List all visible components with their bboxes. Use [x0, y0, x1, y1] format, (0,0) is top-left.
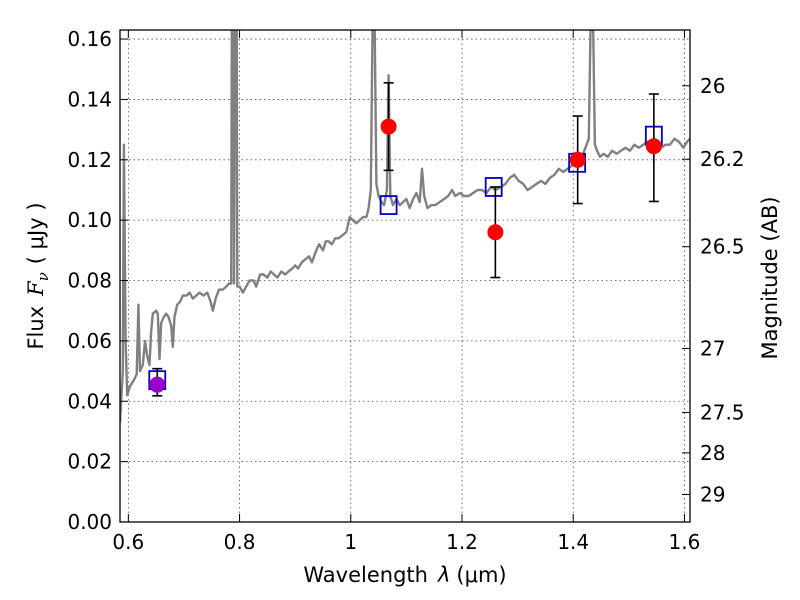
x-tick-label: 1.4	[557, 530, 589, 554]
observed-photometry-point	[645, 138, 662, 155]
y-tick-label: 0.00	[67, 510, 112, 534]
model-photometry-square	[379, 195, 398, 215]
spectrum-line	[120, 30, 690, 423]
y-tick-label: 0.16	[67, 27, 112, 51]
y-axis-label-symbol: F	[24, 280, 48, 297]
y-tick-label: 0.04	[67, 389, 112, 413]
y2-tick-label: 26	[700, 74, 725, 98]
y-axis-label-subscript: ν	[34, 272, 52, 281]
y2-tick-label: 26.5	[700, 235, 745, 259]
observed-photometry-point	[487, 224, 504, 241]
x-axis-label-unit: (μm)	[456, 563, 506, 587]
y-tick-label: 0.08	[67, 269, 112, 293]
x-axis-label: Wavelength λ (μm)	[303, 563, 506, 587]
y-tick-label: 0.12	[67, 148, 112, 172]
y-tick-label: 0.14	[67, 87, 112, 111]
grid-lines	[120, 30, 690, 523]
x-axis-label-text: Wavelength	[303, 563, 428, 587]
axes-frame	[119, 29, 691, 523]
y-tick-label: 0.02	[67, 450, 112, 474]
y2-tick-label: 28	[700, 441, 725, 465]
x-tick-label: 1	[344, 530, 357, 554]
y-axis-label-text: Flux	[24, 306, 48, 350]
observed-photometry-point	[149, 376, 166, 393]
x-axis-label-symbol: λ	[437, 563, 450, 587]
y-tick-label: 0.06	[67, 329, 112, 353]
x-tick-label: 0.8	[224, 530, 256, 554]
x-tick-label: 1.6	[669, 530, 701, 554]
observed-photometry-point	[569, 151, 586, 168]
y2-tick-label: 27.5	[700, 400, 745, 424]
y2-tick-label: 26.2	[700, 147, 745, 171]
y2-axis-label: Magnitude (AB)	[758, 196, 782, 359]
y-axis-label: Flux Fν ( μJy )	[24, 202, 52, 349]
y-tick-label: 0.10	[67, 208, 112, 232]
y-axis-label-unit: ( μJy )	[24, 202, 48, 264]
x-tick-label: 0.6	[112, 530, 144, 554]
observed-photometry-point	[380, 118, 397, 135]
model-photometry-square	[484, 177, 503, 197]
axis-ticks: 0.6 0.8 1 1.2 1.4 1.6 0.00 0.02 0.04 0.06 0.08 0.10…	[67, 27, 744, 554]
x-tick-label: 1.2	[446, 530, 478, 554]
plot-area	[120, 30, 690, 423]
y2-tick-label: 27	[700, 336, 725, 360]
y2-tick-label: 29	[700, 483, 725, 507]
